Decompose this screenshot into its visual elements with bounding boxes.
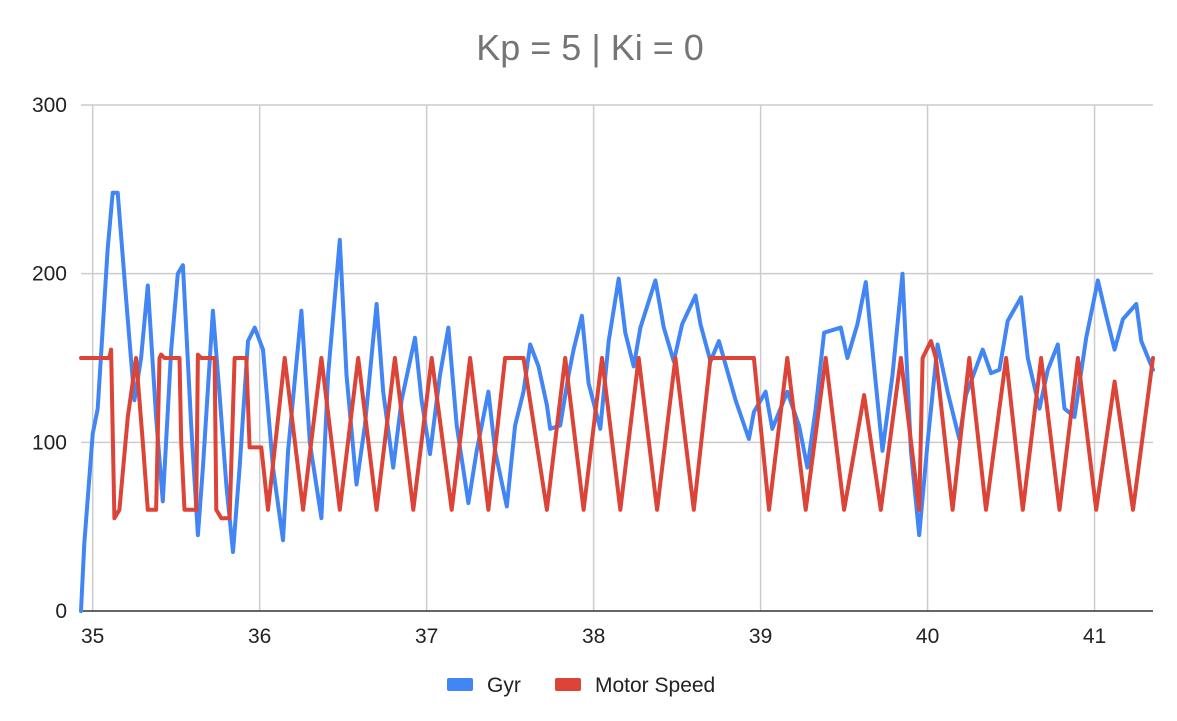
y-tick-label-300: 300 — [32, 94, 67, 117]
y-tick-label-200: 200 — [32, 263, 67, 286]
chart-title: Kp = 5 | Ki = 0 — [476, 27, 704, 68]
y-axis-tick-labels: 0 100 200 300 — [32, 94, 67, 623]
x-tick-label-36: 36 — [248, 625, 271, 648]
y-tick-label-0: 0 — [55, 600, 67, 623]
x-tick-label-35: 35 — [81, 625, 104, 648]
x-tick-label-40: 40 — [916, 625, 939, 648]
y-tick-label-100: 100 — [32, 431, 67, 454]
legend-label-motor-speed: Motor Speed — [595, 674, 715, 697]
legend-label-gyr: Gyr — [487, 674, 521, 697]
x-tick-label-37: 37 — [415, 625, 438, 648]
x-axis-tick-labels: 35 36 37 38 39 40 41 — [81, 625, 1106, 648]
legend-swatch-motor-speed — [555, 678, 581, 691]
x-tick-label-41: 41 — [1083, 625, 1106, 648]
series-lines — [79, 190, 1155, 613]
series-line-gyr — [79, 190, 1155, 613]
series-line-motor-speed — [79, 339, 1155, 521]
x-gridlines — [91, 105, 1096, 611]
y-gridlines — [81, 104, 1153, 444]
x-tick-label-39: 39 — [749, 625, 772, 648]
legend-swatch-gyr — [447, 678, 473, 691]
legend: Gyr Motor Speed — [447, 674, 715, 697]
x-tick-label-38: 38 — [582, 625, 605, 648]
